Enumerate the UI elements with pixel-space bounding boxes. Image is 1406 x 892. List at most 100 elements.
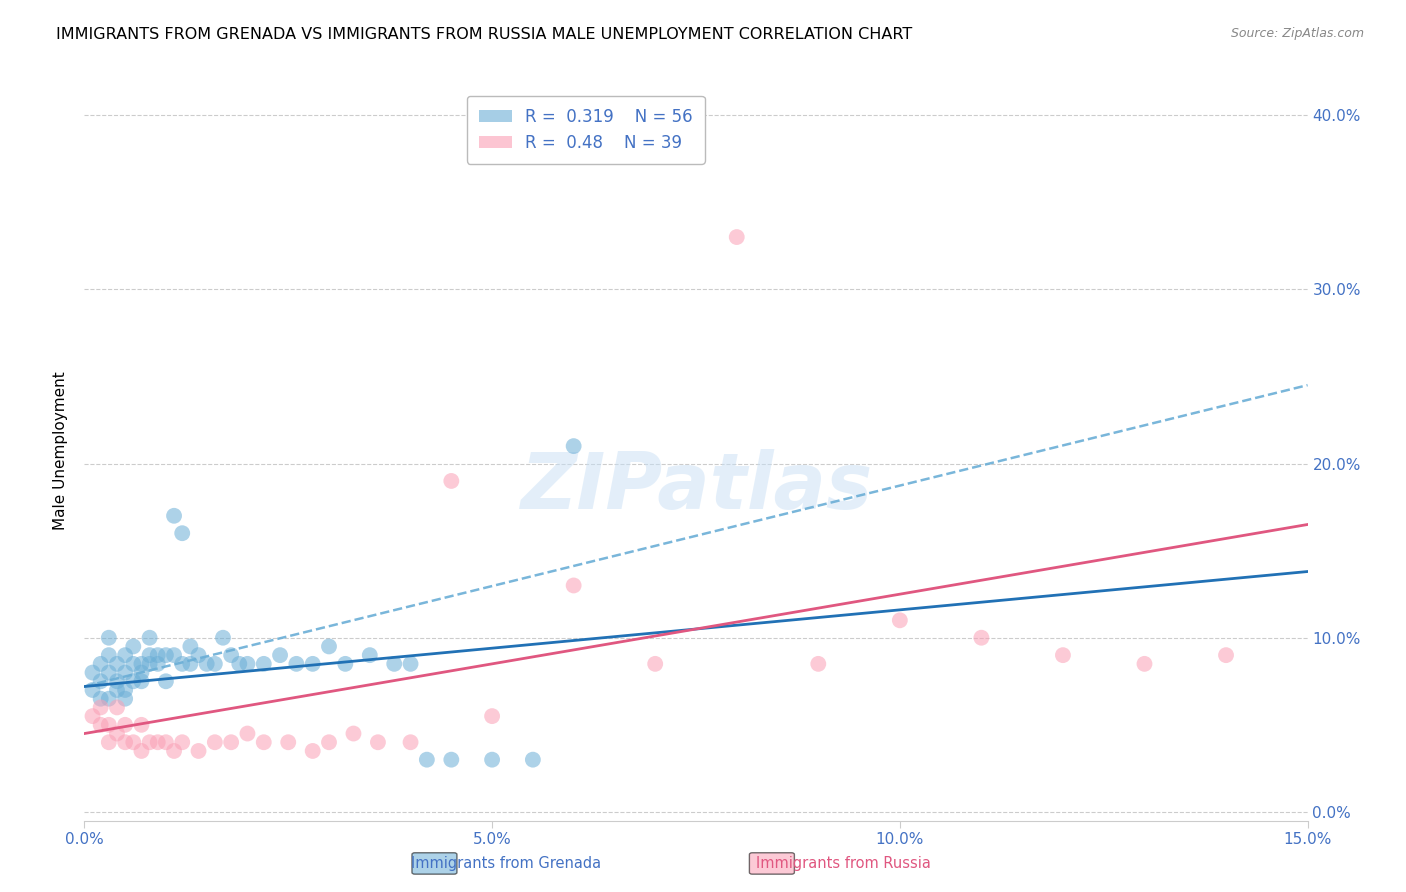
Point <box>481 709 503 723</box>
Point <box>105 657 128 671</box>
Point <box>105 726 128 740</box>
Point <box>131 744 153 758</box>
Point <box>172 526 194 541</box>
Text: Source: ZipAtlas.com: Source: ZipAtlas.com <box>1230 27 1364 40</box>
Point <box>122 674 145 689</box>
Point <box>105 700 128 714</box>
Point <box>146 735 169 749</box>
Point <box>416 753 439 767</box>
Point <box>219 735 242 749</box>
Point <box>97 718 120 732</box>
Point <box>277 735 299 749</box>
Point <box>146 657 169 671</box>
Point <box>187 648 209 662</box>
Point <box>228 657 250 671</box>
Point <box>219 648 242 662</box>
Point <box>204 657 226 671</box>
Point <box>90 691 112 706</box>
Point <box>212 631 235 645</box>
Point <box>131 718 153 732</box>
Point <box>725 230 748 244</box>
Point <box>97 735 120 749</box>
Point <box>399 735 422 749</box>
Point <box>90 674 112 689</box>
Point <box>131 657 153 671</box>
Point <box>122 640 145 654</box>
Point <box>1052 648 1074 662</box>
Point <box>90 700 112 714</box>
Point <box>163 508 186 523</box>
Point <box>97 665 120 680</box>
Point <box>172 657 194 671</box>
Point <box>155 674 177 689</box>
Point <box>90 718 112 732</box>
Point <box>522 753 544 767</box>
Point <box>114 735 136 749</box>
Point <box>82 709 104 723</box>
Text: Immigrants from Russia: Immigrants from Russia <box>756 856 931 871</box>
Point <box>301 744 323 758</box>
Point <box>155 735 177 749</box>
Point <box>114 718 136 732</box>
Point <box>285 657 308 671</box>
Point <box>195 657 218 671</box>
Point <box>236 726 259 740</box>
Point <box>1215 648 1237 662</box>
Point <box>138 648 160 662</box>
Point <box>155 648 177 662</box>
Point <box>807 657 830 671</box>
Point <box>359 648 381 662</box>
Point <box>382 657 405 671</box>
Point <box>114 691 136 706</box>
Point <box>114 683 136 698</box>
Point <box>367 735 389 749</box>
Point <box>122 735 145 749</box>
Y-axis label: Male Unemployment: Male Unemployment <box>53 371 69 530</box>
Point <box>1133 657 1156 671</box>
Point <box>163 744 186 758</box>
Point <box>440 753 463 767</box>
Point <box>179 640 201 654</box>
Point <box>204 735 226 749</box>
Point <box>179 657 201 671</box>
Point <box>105 683 128 698</box>
Point <box>172 735 194 749</box>
Point <box>138 631 160 645</box>
Point <box>253 657 276 671</box>
Point <box>318 735 340 749</box>
Point <box>644 657 666 671</box>
Text: Immigrants from Grenada: Immigrants from Grenada <box>411 856 602 871</box>
Text: ZIPatlas: ZIPatlas <box>520 450 872 525</box>
Point <box>138 735 160 749</box>
Point <box>399 657 422 671</box>
Point <box>138 657 160 671</box>
Text: IMMIGRANTS FROM GRENADA VS IMMIGRANTS FROM RUSSIA MALE UNEMPLOYMENT CORRELATION : IMMIGRANTS FROM GRENADA VS IMMIGRANTS FR… <box>56 27 912 42</box>
Point <box>97 691 120 706</box>
Point <box>82 665 104 680</box>
Point <box>253 735 276 749</box>
Point <box>342 726 364 740</box>
Point <box>131 665 153 680</box>
Point <box>236 657 259 671</box>
Point <box>187 744 209 758</box>
Point <box>889 613 911 627</box>
Point <box>114 648 136 662</box>
Point <box>122 657 145 671</box>
Point <box>318 640 340 654</box>
Point <box>82 683 104 698</box>
Point <box>335 657 357 671</box>
Point <box>440 474 463 488</box>
Point <box>970 631 993 645</box>
Point <box>90 657 112 671</box>
Point <box>301 657 323 671</box>
Legend: R =  0.319    N = 56, R =  0.48    N = 39: R = 0.319 N = 56, R = 0.48 N = 39 <box>467 96 704 164</box>
Point <box>163 648 186 662</box>
Point <box>105 674 128 689</box>
Point <box>269 648 291 662</box>
Point <box>97 648 120 662</box>
Point <box>97 631 120 645</box>
Point <box>131 674 153 689</box>
Point <box>562 578 585 592</box>
Point <box>146 648 169 662</box>
Point <box>114 665 136 680</box>
